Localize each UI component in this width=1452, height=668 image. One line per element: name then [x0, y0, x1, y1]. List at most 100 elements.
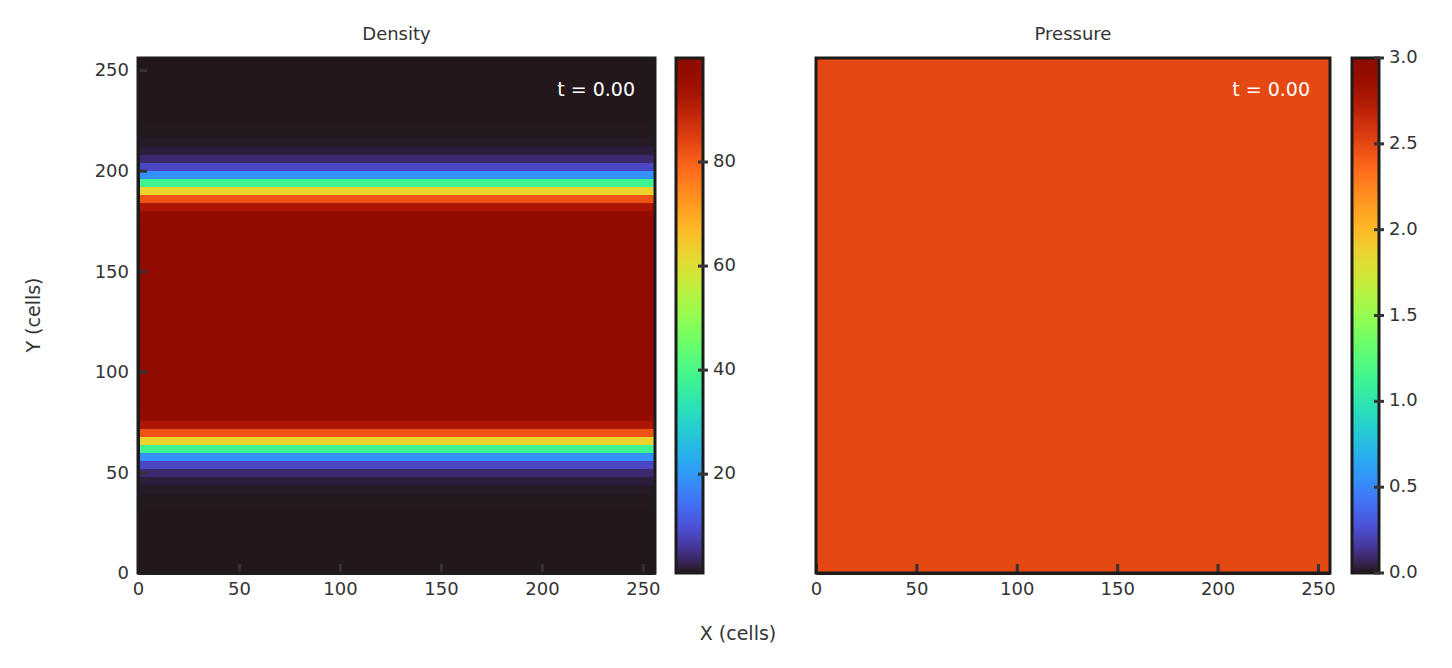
colorbar-tick-label: 40	[713, 358, 736, 379]
heatmap-cell	[138, 114, 655, 123]
heatmap-cell	[138, 516, 655, 525]
tick-label: 200	[525, 578, 559, 599]
colorbar-tick	[1374, 228, 1384, 231]
heatmap-cell	[138, 307, 655, 316]
heatmap-cell	[138, 162, 655, 171]
heatmap-cell	[138, 106, 655, 115]
heatmap-cell	[138, 315, 655, 324]
heatmap-cell	[138, 323, 655, 332]
heatmap-cell	[138, 339, 655, 348]
annotation: t = 0.00	[557, 78, 635, 100]
heatmap-cell	[138, 500, 655, 509]
colorbar-tick-label: 3.0	[1389, 46, 1418, 67]
panel-title: Pressure	[1035, 23, 1112, 44]
colorbar-tick	[1374, 57, 1384, 60]
heatmap-cell	[138, 291, 655, 300]
heatmap-cell	[138, 363, 655, 372]
heatmap-cell	[138, 468, 655, 477]
colorbar-tick	[1374, 572, 1384, 575]
tick-label: 150	[424, 578, 458, 599]
heatmap-cell	[138, 146, 655, 155]
tick: 200	[1201, 564, 1235, 599]
tick-label: 250	[95, 59, 129, 80]
tick-label: 200	[95, 160, 129, 181]
tick-label: 100	[323, 578, 357, 599]
heatmap-cells	[138, 58, 655, 573]
colorbar-tick-label: 2.0	[1389, 218, 1418, 239]
heatmap-cell	[138, 243, 655, 252]
tick: 100	[1000, 564, 1034, 599]
colorbar-tick	[698, 161, 708, 164]
heatmap-cell	[138, 202, 655, 211]
colorbar-tick-label: 1.0	[1389, 389, 1418, 410]
colorbar-tick-label: 20	[713, 462, 736, 483]
heatmap-cell	[138, 371, 655, 380]
colorbar-tick	[698, 265, 708, 268]
heatmap-cell	[138, 420, 655, 429]
heatmap-cell	[138, 387, 655, 396]
heatmap-cell	[138, 251, 655, 260]
colorbar-tick	[1374, 486, 1384, 489]
heatmap-cell	[138, 428, 655, 437]
tick-label: 100	[1000, 578, 1034, 599]
heatmap-cell	[138, 556, 655, 565]
heatmap-cell	[138, 331, 655, 340]
tick: 50	[228, 564, 251, 599]
colorbar-tick-label: 1.5	[1389, 304, 1418, 325]
heatmap-cell	[138, 122, 655, 131]
heatmap-cell	[138, 476, 655, 485]
heatmap-cell	[138, 178, 655, 187]
tick: 200	[525, 564, 559, 599]
heatmap-cell	[138, 484, 655, 493]
colorbar-tick	[698, 473, 708, 476]
heatmap-cell	[138, 460, 655, 469]
x-axis-title: X (cells)	[700, 622, 776, 644]
panel-title: Density	[362, 23, 431, 44]
tick: 50	[106, 462, 147, 483]
heatmap-cell	[138, 395, 655, 404]
heatmap-cell	[138, 283, 655, 292]
heatmap-cell	[138, 170, 655, 179]
heatmap-cell	[138, 436, 655, 445]
tick-label: 150	[95, 261, 129, 282]
plot-frame	[138, 58, 655, 573]
tick-label: 150	[1100, 578, 1134, 599]
tick-label: 50	[106, 462, 129, 483]
heatmap-cell	[138, 235, 655, 244]
heatmap-cell	[138, 355, 655, 364]
colorbar-tick	[698, 369, 708, 372]
tick-label: 0	[118, 562, 129, 583]
heatmap-cell	[138, 138, 655, 147]
heatmap-cell	[138, 259, 655, 268]
heatmap-cell	[138, 452, 655, 461]
heatmap-cell	[138, 548, 655, 557]
heatmap-cell	[138, 226, 655, 235]
heatmap-cell	[138, 218, 655, 227]
y-axis-title: Y (cells)	[22, 277, 44, 353]
figure: Density t = 0.00 0 50 100 150 200 250 0 50 100 150 2…	[0, 0, 1452, 668]
tick-label: 100	[95, 361, 129, 382]
heatmap-cell	[138, 379, 655, 388]
heatmap-cell	[816, 58, 1330, 573]
heatmap-cell	[138, 444, 655, 453]
tick: 150	[424, 564, 458, 599]
colorbar-tick	[1374, 142, 1384, 145]
heatmap-cell	[138, 524, 655, 533]
heatmap-cell	[138, 154, 655, 163]
heatmap-cell	[138, 299, 655, 308]
heatmap-cell	[138, 186, 655, 195]
colorbar-tick-label: 60	[713, 254, 736, 275]
colorbar-tick-label: 0.5	[1389, 475, 1418, 496]
heatmap-cell	[138, 194, 655, 203]
heatmap-cell	[138, 210, 655, 219]
tick-label: 50	[905, 578, 928, 599]
heatmap-cell	[138, 130, 655, 139]
heatmap-cell	[138, 347, 655, 356]
plot-frame	[816, 58, 1330, 573]
tick: 50	[905, 564, 928, 599]
heatmap-cell	[138, 412, 655, 421]
colorbar-tick-label: 2.5	[1389, 132, 1418, 153]
heatmap-cell	[138, 492, 655, 501]
tick-label: 0	[811, 578, 822, 599]
tick: 100	[323, 564, 357, 599]
